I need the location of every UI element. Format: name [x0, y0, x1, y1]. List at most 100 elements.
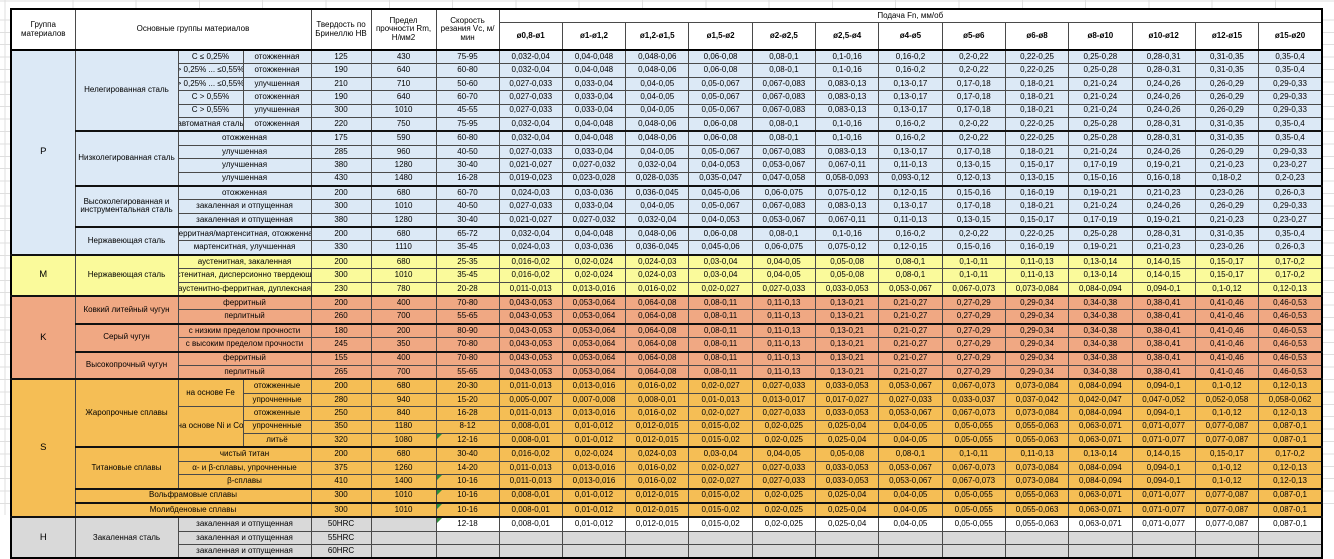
cell-feed-value[interactable]: 0,08-0,11 — [688, 309, 753, 325]
cell-feed-value[interactable]: 0,053-0,064 — [561, 350, 627, 366]
cell-material-group[interactable]: Жаропрочные сплавы — [74, 378, 179, 448]
cell-feed-value[interactable]: 0,03-0,036 — [561, 184, 627, 201]
cell-feed-value[interactable]: 0,05-0,055 — [941, 516, 1006, 532]
cell-state[interactable]: аустенитная, закаленная — [177, 253, 312, 270]
cell-feed-value[interactable]: 0,17-0,2 — [1258, 253, 1323, 270]
cell-feed-value[interactable]: 0,027-0,033 — [751, 281, 817, 297]
cell-group-letter[interactable]: M — [10, 253, 76, 297]
cell-feed-value[interactable]: 0,13-0,14 — [1068, 446, 1133, 462]
cell-hardness[interactable]: 200 — [310, 184, 372, 201]
cell-feed-value[interactable]: 0,38-0,41 — [1131, 309, 1196, 325]
cell-feed-value[interactable]: 0,12-0,13 — [1258, 406, 1323, 421]
cell-feed-value[interactable]: 0,027-0,033 — [498, 76, 563, 92]
cell-feed-value[interactable]: 0,1-0,11 — [941, 253, 1006, 270]
cell-state[interactable]: перлитный — [177, 364, 312, 380]
cell-feed-value[interactable]: 0,083-0,13 — [815, 103, 880, 118]
cell-speed[interactable]: 70-80 — [435, 350, 500, 366]
cell-feed-value[interactable]: 0,077-0,087 — [1194, 487, 1260, 504]
cell-feed-value[interactable]: 0,073-0,084 — [1004, 406, 1070, 421]
cell-speed[interactable]: 35-45 — [435, 240, 500, 256]
cell-strength[interactable]: 700 — [370, 309, 437, 325]
cell-feed-value[interactable]: 0,06-0,08 — [688, 116, 753, 132]
cell-speed[interactable]: 60-80 — [435, 130, 500, 146]
cell-feed-value[interactable]: 0,12-0,13 — [1258, 460, 1323, 476]
column-header-diameter[interactable]: ø2-ø2,5 — [751, 22, 817, 51]
cell-hardness[interactable]: 210 — [310, 76, 372, 92]
cell-feed-value[interactable]: 0,067-0,083 — [751, 76, 817, 92]
cell-feed-value[interactable]: 0,13-0,14 — [1068, 253, 1133, 270]
cell-strength[interactable]: 940 — [370, 392, 437, 408]
cell-feed-value[interactable]: 0,055-0,063 — [1004, 419, 1070, 434]
cell-feed-value[interactable]: 0,1-0,11 — [941, 446, 1006, 462]
cell-feed-value[interactable]: 0,067-0,073 — [941, 378, 1006, 394]
cell-feed-value[interactable]: 0,094-0,1 — [1131, 460, 1196, 476]
cell-feed-value[interactable]: 0,29-0,33 — [1258, 103, 1323, 118]
cell-submaterial[interactable]: на основе Ni и Co — [177, 406, 244, 448]
cell-feed-value[interactable]: 0,04-0,053 — [688, 212, 753, 228]
cell-feed-value[interactable]: 0,01-0,012 — [561, 501, 627, 518]
cell-feed-value[interactable]: 0,032-0,04 — [625, 158, 690, 173]
cell-hardness[interactable]: 175 — [310, 130, 372, 146]
cell-feed-value[interactable]: 0,035-0,047 — [688, 171, 753, 187]
cell-group-letter[interactable]: P — [10, 49, 76, 256]
cell-feed-value[interactable]: 0,02-0,025 — [751, 516, 817, 532]
cell-feed-value[interactable]: 0,073-0,084 — [1004, 474, 1070, 489]
cell-feed-value[interactable]: 0,075-0,12 — [815, 184, 880, 201]
cell-feed-value[interactable]: 0,41-0,46 — [1194, 309, 1260, 325]
cell-feed-value[interactable]: 0,19-0,21 — [1068, 240, 1133, 256]
cell-feed-value[interactable]: 0,31-0,35 — [1194, 130, 1260, 146]
cell-feed-value[interactable]: 0,015-0,02 — [688, 516, 753, 532]
cell-feed-value[interactable]: 0,35-0,4 — [1258, 226, 1323, 242]
cell-feed-value[interactable]: 0,052-0,058 — [1194, 392, 1260, 408]
cell-feed-value[interactable]: 0,29-0,34 — [1004, 364, 1070, 380]
cell-state[interactable]: отожженная — [177, 130, 312, 146]
cell-strength[interactable] — [370, 544, 437, 559]
cell-feed-value[interactable]: 0,22-0,25 — [1004, 49, 1070, 65]
cell-speed[interactable]: 60-80 — [435, 63, 500, 78]
cell-feed-value[interactable]: 0,08-0,1 — [751, 130, 817, 146]
cell-feed-value[interactable]: 0,008-0,01 — [625, 392, 690, 408]
cell-feed-value[interactable]: 0,11-0,13 — [878, 212, 943, 228]
cell-feed-value[interactable]: 0,04-0,048 — [561, 226, 627, 242]
cell-strength[interactable]: 1010 — [370, 103, 437, 118]
cell-feed-value[interactable]: 0,087-0,1 — [1258, 419, 1323, 434]
cell-feed-empty[interactable] — [751, 544, 817, 559]
cell-strength[interactable]: 680 — [370, 253, 437, 270]
cell-feed-value[interactable]: 0,077-0,087 — [1194, 516, 1260, 532]
cell-material-group[interactable]: Титановые сплавы — [74, 446, 179, 490]
cell-hardness[interactable]: 55HRC — [310, 530, 372, 546]
cell-feed-value[interactable]: 0,04-0,05 — [625, 103, 690, 118]
cell-speed[interactable]: 16-28 — [435, 406, 500, 421]
cell-feed-value[interactable]: 0,063-0,071 — [1068, 501, 1133, 518]
cell-submaterial[interactable]: на основе Fe — [177, 378, 244, 408]
cell-feed-value[interactable]: 0,084-0,094 — [1068, 474, 1133, 489]
cell-feed-value[interactable]: 0,16-0,19 — [1004, 240, 1070, 256]
cell-feed-value[interactable]: 0,033-0,053 — [815, 474, 880, 489]
cell-state[interactable]: чистый титан — [177, 446, 312, 462]
cell-feed-value[interactable]: 0,032-0,04 — [498, 49, 563, 65]
cell-speed[interactable]: 14-20 — [435, 460, 500, 476]
cell-speed[interactable]: 45-55 — [435, 103, 500, 118]
cell-strength[interactable]: 680 — [370, 446, 437, 462]
cell-feed-value[interactable]: 0,38-0,41 — [1131, 295, 1196, 311]
cell-feed-empty[interactable] — [1194, 544, 1260, 559]
cell-strength[interactable]: 1480 — [370, 171, 437, 187]
cell-feed-value[interactable]: 0,46-0,53 — [1258, 364, 1323, 380]
cell-feed-value[interactable]: 0,02-0,027 — [688, 281, 753, 297]
cell-feed-value[interactable]: 0,46-0,53 — [1258, 295, 1323, 311]
cell-feed-value[interactable]: 0,21-0,24 — [1068, 90, 1133, 105]
column-header-speed[interactable]: Скорость резания Vc, м/мин — [435, 8, 500, 51]
cell-feed-value[interactable]: 0,23-0,26 — [1194, 184, 1260, 201]
cell-feed-value[interactable]: 0,016-0,02 — [498, 268, 563, 283]
cell-feed-value[interactable]: 0,02-0,025 — [751, 487, 817, 504]
cell-feed-value[interactable]: 0,21-0,27 — [878, 309, 943, 325]
cell-hardness[interactable]: 300 — [310, 487, 372, 504]
cell-feed-value[interactable]: 0,18-0,21 — [1004, 90, 1070, 105]
cell-material-group[interactable]: Нержавеющая сталь — [74, 226, 179, 256]
cell-strength[interactable]: 1010 — [370, 268, 437, 283]
cell-feed-value[interactable]: 0,1-0,16 — [815, 226, 880, 242]
cell-feed-value[interactable]: 0,053-0,067 — [878, 378, 943, 394]
cell-feed-value[interactable]: 0,18-0,21 — [1004, 144, 1070, 160]
cell-feed-value[interactable]: 0,16-0,2 — [878, 63, 943, 78]
cell-feed-value[interactable]: 0,2-0,22 — [941, 63, 1006, 78]
